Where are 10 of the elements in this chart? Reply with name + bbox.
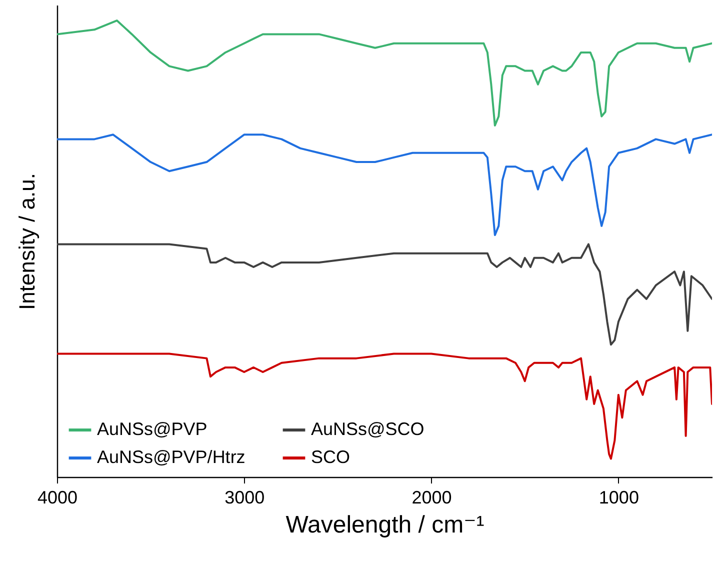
x-tick-label: 4000: [37, 488, 78, 508]
x-axis-title: Wavelength / cm⁻¹: [286, 512, 484, 538]
legend-label: AuNSs@PVP/Htrz: [97, 447, 246, 467]
x-tick-label: 1000: [598, 488, 639, 508]
legend-label: AuNSs@SCO: [311, 419, 424, 439]
legend-label: SCO: [311, 447, 350, 467]
x-tick-label: 3000: [224, 488, 265, 508]
x-tick-label: 2000: [412, 488, 452, 508]
y-axis-title: Intensity / a.u.: [14, 173, 40, 310]
legend-label: AuNSs@PVP: [97, 419, 208, 439]
